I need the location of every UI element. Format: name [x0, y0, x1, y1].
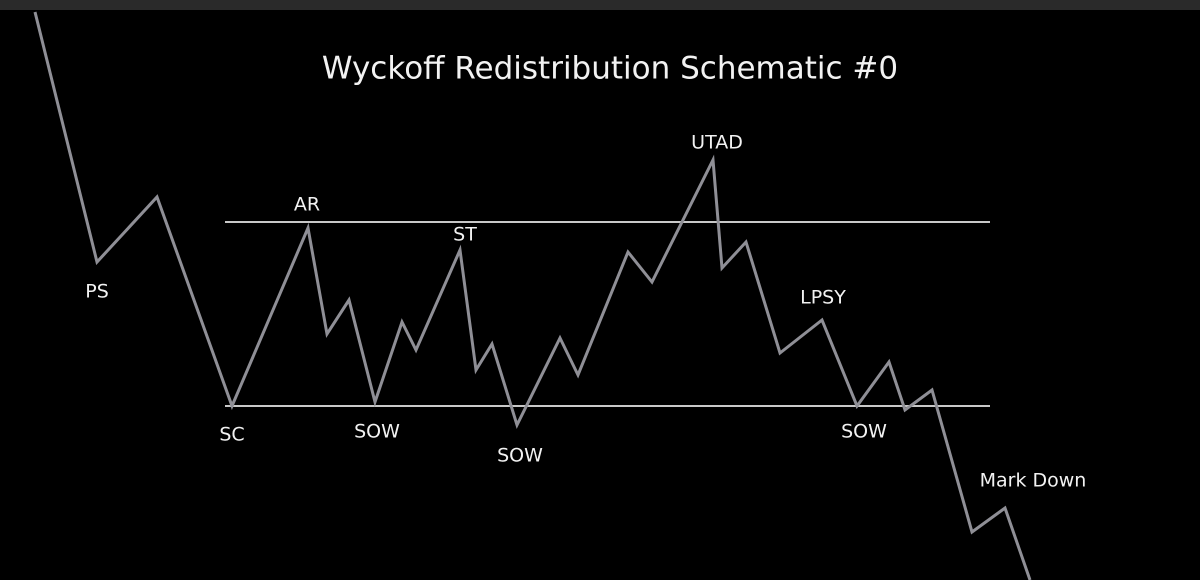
label-sc: SC — [219, 424, 244, 446]
label-sow: SOW — [841, 421, 887, 443]
label-sow: SOW — [354, 421, 400, 443]
title: Wyckoff Redistribution Schematic #0 — [322, 51, 898, 87]
label-ps: PS — [85, 281, 109, 303]
label-ar: AR — [294, 194, 320, 216]
label-sow: SOW — [497, 445, 543, 467]
label-mark-down: Mark Down — [980, 470, 1087, 492]
label-lpsy: LPSY — [800, 287, 846, 309]
price-path — [33, 11, 1032, 580]
label-st: ST — [453, 224, 477, 246]
top-bar — [0, 0, 1200, 10]
label-utad: UTAD — [691, 132, 743, 154]
